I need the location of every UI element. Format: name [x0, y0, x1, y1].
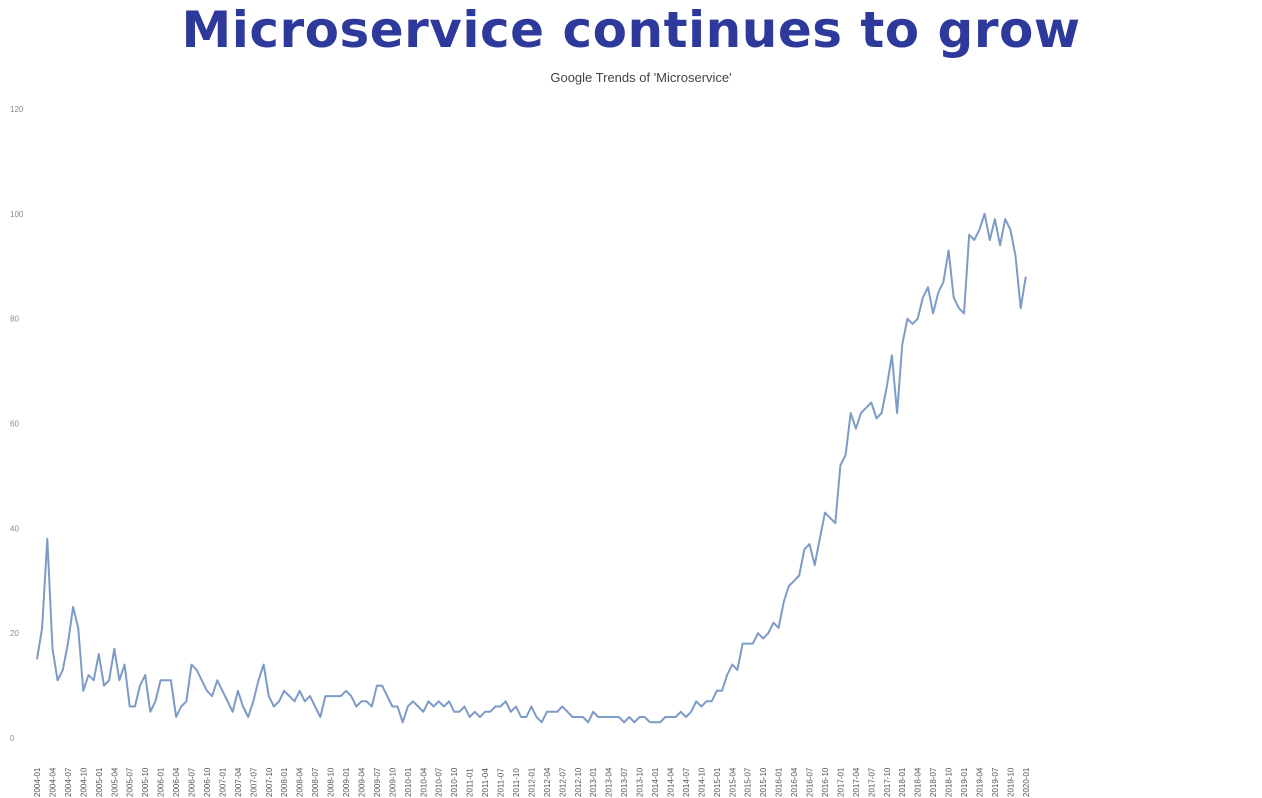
x-tick-label: 2018-04 — [914, 767, 923, 797]
x-tick-label: 2017-10 — [883, 767, 892, 797]
x-tick-label: 2005-10 — [141, 767, 150, 797]
x-tick-label: 2006-10 — [203, 767, 212, 797]
x-tick-label: 2018-10 — [945, 767, 954, 797]
x-tick-label: 2007-04 — [234, 767, 243, 797]
x-tick-label: 2009-04 — [357, 767, 366, 797]
x-axis: 2004-01 2004-04 2004-07 2004-10 2005-01 2005-… — [33, 767, 1031, 797]
x-tick-label: 2007-07 — [249, 767, 258, 797]
x-tick-label: 2016-04 — [790, 767, 799, 797]
x-tick-label: 2018-07 — [929, 767, 938, 797]
x-tick-label: 2004-01 — [33, 767, 42, 797]
x-tick-label: 2013-04 — [605, 767, 614, 797]
x-tick-label: 2017-07 — [867, 767, 876, 797]
x-tick-label: 2006-01 — [157, 767, 166, 797]
x-tick-label: 2009-10 — [388, 767, 397, 797]
x-tick-label: 2016-01 — [775, 767, 784, 797]
x-tick-label: 2011-07 — [497, 768, 506, 797]
x-tick-label: 2008-10 — [327, 767, 336, 797]
x-tick-label: 2006-07 — [188, 767, 197, 797]
x-tick-label: 2010-10 — [450, 767, 459, 797]
x-tick-label: 2006-04 — [172, 767, 181, 797]
x-tick-label: 2012-04 — [543, 767, 552, 797]
x-tick-label: 2005-04 — [110, 767, 119, 797]
x-tick-label: 2013-07 — [620, 767, 629, 797]
y-axis: 0 20 40 60 80 100 120 — [10, 105, 24, 743]
x-tick-label: 2013-01 — [589, 767, 598, 797]
y-tick-label: 20 — [10, 629, 19, 638]
x-tick-label: 2011-01 — [466, 768, 475, 797]
y-tick-label: 60 — [10, 420, 19, 429]
x-tick-label: 2007-01 — [218, 767, 227, 797]
x-tick-label: 2015-07 — [744, 767, 753, 797]
x-tick-label: 2016-07 — [806, 767, 815, 797]
x-tick-label: 2015-04 — [728, 767, 737, 797]
y-tick-label: 80 — [10, 315, 19, 324]
series-line — [36, 212, 1027, 724]
x-tick-label: 2014-10 — [697, 767, 706, 797]
y-tick-label: 0 — [10, 734, 15, 743]
x-tick-label: 2004-07 — [64, 767, 73, 797]
x-tick-label: 2019-07 — [991, 767, 1000, 797]
x-tick-label: 2014-07 — [682, 767, 691, 797]
x-tick-label: 2020-01 — [1022, 767, 1031, 797]
x-tick-label: 2004-04 — [48, 767, 57, 797]
x-tick-label: 2004-10 — [79, 767, 88, 797]
y-tick-label: 100 — [10, 210, 24, 219]
x-tick-label: 2017-01 — [836, 767, 845, 797]
x-tick-label: 2012-10 — [574, 767, 583, 797]
x-tick-label: 2019-04 — [975, 767, 984, 797]
y-tick-label: 120 — [10, 105, 24, 114]
x-tick-label: 2015-10 — [759, 767, 768, 797]
x-tick-label: 2016-10 — [821, 767, 830, 797]
x-tick-label: 2013-10 — [636, 767, 645, 797]
y-tick-label: 40 — [10, 524, 19, 533]
x-tick-label: 2018-01 — [898, 767, 907, 797]
x-tick-label: 2010-04 — [419, 767, 428, 797]
x-tick-label: 2008-07 — [311, 767, 320, 797]
x-tick-label: 2010-07 — [435, 767, 444, 797]
x-tick-label: 2019-01 — [960, 767, 969, 797]
x-tick-label: 2009-01 — [342, 767, 351, 797]
x-tick-label: 2008-04 — [296, 767, 305, 797]
x-tick-label: 2005-01 — [95, 767, 104, 797]
x-tick-label: 2017-04 — [852, 767, 861, 797]
x-tick-label: 2005-07 — [126, 767, 135, 797]
x-tick-label: 2014-01 — [651, 767, 660, 797]
x-tick-label: 2014-04 — [666, 767, 675, 797]
x-tick-label: 2009-07 — [373, 767, 382, 797]
slide-title: Microservice continues to grow — [181, 1, 1081, 59]
plot-area — [36, 212, 1027, 724]
x-tick-label: 2011-04 — [481, 768, 490, 797]
x-tick-label: 2010-01 — [404, 767, 413, 797]
x-tick-label: 2012-01 — [527, 767, 536, 797]
x-tick-label: 2011-10 — [512, 768, 521, 797]
x-tick-label: 2015-01 — [713, 767, 722, 797]
x-tick-label: 2007-10 — [265, 767, 274, 797]
x-tick-label: 2008-01 — [280, 767, 289, 797]
x-tick-label: 2019-10 — [1006, 767, 1015, 797]
chart-title: Google Trends of 'Microservice' — [550, 70, 732, 85]
x-tick-label: 2012-07 — [558, 767, 567, 797]
